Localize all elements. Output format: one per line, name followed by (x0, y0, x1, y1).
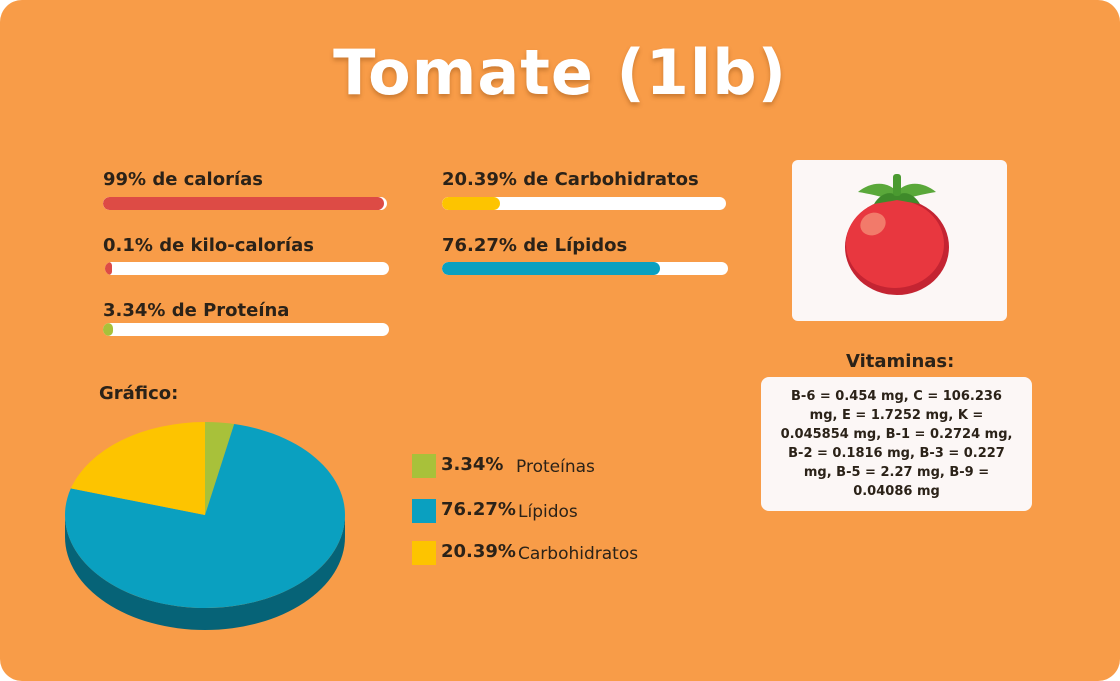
vitamins-heading: Vitaminas: (846, 351, 955, 372)
legend-value-lipids: 76.27% (441, 499, 516, 520)
legend-label-carbs: Carbohidratos (518, 544, 639, 564)
vitamins-text: B-6 = 0.454 mg, C = 106.236 mg, E = 1.72… (780, 389, 1013, 499)
metric-calories-fill (103, 197, 385, 210)
chart-heading: Gráfico: (99, 383, 179, 404)
metric-calories-bar (103, 197, 387, 210)
metric-lipids-fill (442, 262, 661, 275)
metric-lipids-bar (442, 262, 728, 275)
legend-swatch-proteins (412, 454, 436, 478)
legend-value-proteins: 3.34% (441, 454, 504, 475)
pie-chart (64, 422, 345, 630)
metric-protein-bar (103, 323, 389, 336)
metric-carbs-bar (442, 197, 726, 210)
metric-kilocalories-bar (105, 262, 389, 275)
tomato-icon (845, 174, 949, 295)
pie-slice-lípidos (64, 424, 345, 608)
metric-protein-label: 3.34% de Proteína (103, 300, 290, 321)
food-image-card (792, 160, 1007, 321)
legend-label-proteins: Proteínas (516, 457, 595, 477)
pie-slice-proteínas (205, 422, 235, 515)
pie-side-lípidos (65, 515, 345, 630)
page-title: Tomate (1lb) (333, 36, 787, 109)
legend-swatch-carbs (412, 541, 436, 565)
metric-kilocalories-fill (105, 262, 113, 275)
pie-slice-carbohidratos (70, 422, 205, 515)
metric-protein-fill (103, 323, 113, 336)
legend-value-carbs: 20.39% (441, 541, 516, 562)
legend-label-lipids: Lípidos (518, 502, 578, 522)
metric-carbs-fill (442, 197, 500, 210)
vitamins-box: B-6 = 0.454 mg, C = 106.236 mg, E = 1.72… (761, 377, 1032, 511)
legend-swatch-lipids (412, 499, 436, 523)
metric-lipids-label: 76.27% de Lípidos (442, 235, 628, 256)
metric-calories-label: 99% de calorías (103, 169, 263, 190)
metric-kilocalories-label: 0.1% de kilo-calorías (103, 235, 314, 256)
metric-carbs-label: 20.39% de Carbohidratos (442, 169, 699, 190)
